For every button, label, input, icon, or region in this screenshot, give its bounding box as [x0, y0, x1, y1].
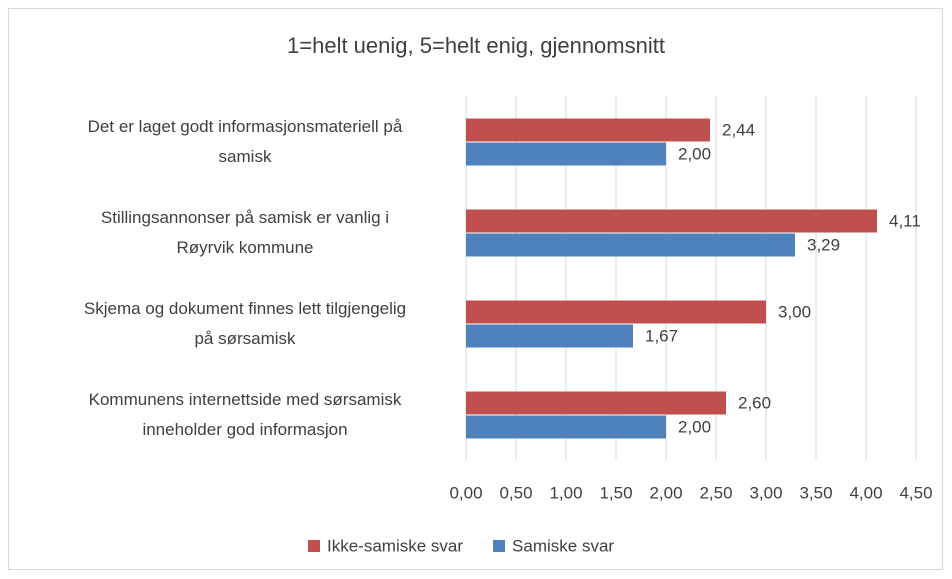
category-label: Stillingsannonser på samisk er vanlig i …: [100, 207, 390, 257]
bar: [466, 233, 795, 257]
value-label: 1,67: [645, 326, 678, 345]
category-label: Kommunens internettside med sørsamisk in…: [88, 389, 402, 439]
value-label: 2,00: [678, 144, 711, 163]
x-tick-label: 2,50: [699, 483, 732, 502]
x-tick-label: 1,00: [549, 483, 582, 502]
chart-title: 1=helt uenig, 5=helt enig, gjennomsnitt: [287, 33, 665, 58]
x-tick-label: 3,00: [749, 483, 782, 502]
bar: [466, 142, 666, 166]
legend-swatch: [493, 540, 506, 552]
x-tick-label: 2,00: [649, 483, 682, 502]
x-tick-label: 1,50: [599, 483, 632, 502]
legend-label: Ikke-samiske svar: [327, 536, 463, 555]
bar: [466, 391, 726, 415]
bar: [466, 300, 766, 324]
x-tick-label: 0,00: [449, 483, 482, 502]
value-label: 4,11: [889, 211, 921, 230]
bar: [466, 118, 710, 142]
bar: [466, 209, 877, 233]
bar: [466, 324, 633, 348]
category-label: Skjema og dokument finnes lett tilgjenge…: [83, 298, 407, 348]
bar: [466, 415, 666, 439]
x-tick-label: 0,50: [499, 483, 532, 502]
category-label: Det er laget godt informasjonsmateriell …: [87, 116, 403, 166]
value-label: 3,29: [807, 235, 840, 254]
value-label: 2,00: [678, 417, 711, 436]
value-label: 3,00: [778, 302, 811, 321]
chart-frame: [8, 8, 943, 570]
legend-swatch: [308, 540, 320, 552]
legend-label: Samiske svar: [512, 536, 614, 555]
value-label: 2,60: [738, 393, 771, 412]
x-tick-label: 4,00: [849, 483, 882, 502]
x-tick-label: 3,50: [799, 483, 832, 502]
x-tick-label: 4,50: [899, 483, 932, 502]
value-label: 2,44: [722, 120, 755, 139]
